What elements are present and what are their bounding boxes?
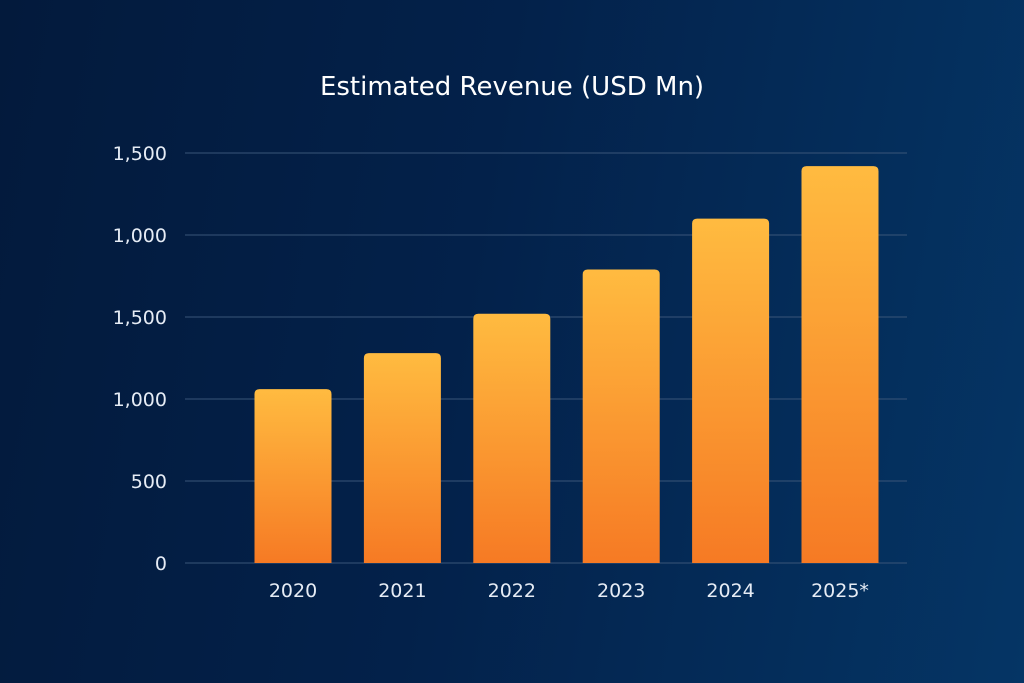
y-tick-label: 1,000 [113, 389, 167, 411]
bar-2024 [692, 218, 770, 563]
bar-2025* [801, 166, 879, 563]
x-tick-label: 2023 [597, 580, 645, 602]
y-tick-label: 1,500 [113, 143, 167, 165]
bars [254, 166, 879, 563]
x-tick-label: 2021 [378, 580, 426, 602]
y-axis: 0 500 1,000 1,500 1,000 1,500 [113, 143, 167, 575]
x-tick-label: 2025* [811, 580, 869, 602]
x-tick-label: 2022 [488, 580, 536, 602]
bar-2020 [254, 389, 332, 563]
x-tick-label: 2020 [269, 580, 317, 602]
y-tick-label: 1,500 [113, 307, 167, 329]
y-tick-label: 1,000 [113, 225, 167, 247]
bar-2022 [473, 313, 551, 563]
bar-2023 [582, 269, 660, 563]
bar-2021 [363, 353, 441, 563]
x-axis: 2020 2021 2022 2023 2024 2025* [269, 580, 869, 602]
x-tick-label: 2024 [706, 580, 754, 602]
chart-title: Estimated Revenue (USD Mn) [320, 72, 704, 102]
y-tick-label: 0 [155, 553, 167, 575]
y-tick-label: 500 [131, 471, 167, 493]
